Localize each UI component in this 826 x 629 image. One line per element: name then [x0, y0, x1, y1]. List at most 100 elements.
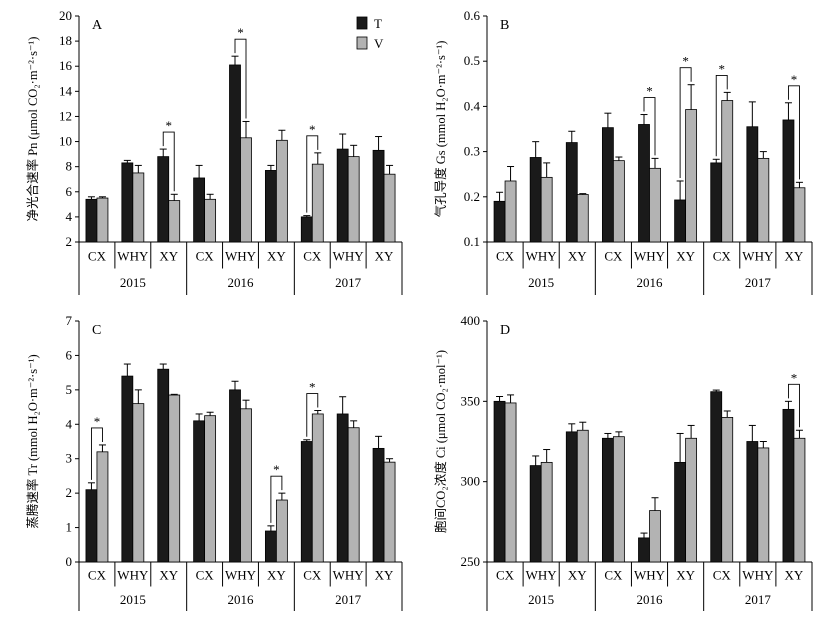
y-tick-label: 7	[66, 313, 73, 328]
bar-t	[121, 375, 134, 563]
bar-v	[649, 510, 661, 563]
bar-t	[746, 126, 759, 243]
y-axis-label: 气孔导度 Gs (mmol H₂O·m⁻²·s⁻¹)	[433, 41, 448, 218]
group-label: 2016	[637, 275, 664, 290]
panel-b: 0.1 0.2 0.3 0.4 0.5 0.6 气孔导度 Gs (mmol H₂O·m⁻²·…	[433, 8, 813, 295]
bar-v	[168, 394, 181, 563]
significance-bracket	[306, 135, 319, 213]
bar-t	[85, 198, 98, 243]
bar-t	[264, 530, 277, 563]
bar-t	[601, 127, 614, 243]
category-label: XY	[267, 567, 286, 582]
y-tick-label: 0	[66, 554, 73, 569]
significance-star: *	[273, 462, 280, 477]
bar-t	[229, 389, 241, 563]
significance-star: *	[165, 118, 172, 133]
category-label: CX	[88, 567, 107, 582]
significance-star: *	[791, 370, 798, 385]
bar-v	[793, 187, 806, 243]
y-axis-label: 蒸腾速率 Tr (mmol H₂O·m⁻²·s⁻¹)	[25, 354, 40, 528]
bar-t	[336, 413, 349, 563]
category-label: WHY	[526, 248, 558, 263]
bar-v	[649, 167, 661, 243]
category-label: WHY	[117, 248, 149, 263]
y-tick-label: 8	[66, 159, 73, 174]
bar-v	[96, 197, 109, 243]
category-label: XY	[676, 567, 695, 582]
y-tick-label: 400	[461, 313, 481, 328]
significance-bracket	[306, 393, 319, 437]
y-tick-label: 0.5	[464, 53, 480, 68]
bar-v	[240, 137, 252, 243]
bar-t	[674, 461, 687, 563]
y-tick-label: 0.3	[464, 144, 480, 159]
legend-swatch-v	[356, 36, 368, 50]
significance-star: *	[309, 380, 316, 395]
y-tick-label: 16	[59, 58, 73, 73]
category-label: CX	[713, 567, 732, 582]
bar-t	[229, 64, 241, 243]
bar-v	[721, 416, 734, 563]
panel-d: 250 300 350 400 胞间CO₂浓度 Ci (μmol CO₂·mol⁻¹) D…	[433, 313, 813, 611]
group-label: 2017	[335, 275, 362, 290]
group-label: 2015	[120, 592, 146, 607]
bar-t	[710, 391, 723, 563]
y-tick-label: 2	[66, 234, 73, 249]
bar-v	[685, 109, 698, 243]
category-label: WHY	[117, 567, 149, 582]
group-label: 2017	[745, 592, 772, 607]
category-label: XY	[568, 248, 587, 263]
y-tick-label: 350	[461, 393, 481, 408]
category-label: CX	[88, 248, 107, 263]
bar-v	[576, 429, 589, 563]
bar-v	[540, 461, 553, 563]
significance-bracket	[270, 475, 283, 523]
panel-letter: A	[92, 18, 103, 33]
bar-t	[493, 400, 506, 563]
category-label: CX	[303, 567, 322, 582]
bar-t	[493, 200, 506, 243]
category-label: CX	[303, 248, 322, 263]
significance-bracket	[90, 427, 103, 480]
category-label: CX	[196, 248, 215, 263]
bar-t	[372, 149, 385, 243]
y-tick-label: 3	[66, 451, 73, 466]
category-label: WHY	[526, 567, 558, 582]
bar-v	[347, 156, 360, 243]
significance-bracket	[787, 85, 800, 180]
bar-t	[674, 199, 687, 243]
y-tick-label: 6	[66, 347, 73, 362]
significance-bracket	[643, 97, 656, 156]
group-label: 2015	[528, 275, 554, 290]
category-label: CX	[196, 567, 215, 582]
group-label: 2015	[120, 275, 146, 290]
category-label: XY	[375, 567, 394, 582]
significance-bracket	[234, 38, 247, 119]
bar-t	[300, 441, 313, 563]
bar-v	[504, 180, 517, 243]
bar-t	[710, 162, 723, 243]
bar-v	[504, 402, 517, 563]
bar-t	[193, 420, 206, 563]
category-label: XY	[267, 248, 286, 263]
group-label: 2017	[335, 592, 362, 607]
bar-v	[383, 173, 396, 243]
legend-label-t: T	[374, 16, 382, 31]
category-label: XY	[785, 567, 804, 582]
bar-v	[275, 139, 288, 243]
bar-t	[264, 170, 277, 243]
significance-star: *	[237, 25, 244, 40]
y-tick-label: 0.6	[464, 8, 481, 23]
bar-v	[383, 461, 396, 563]
y-axis-label: 胞间CO₂浓度 Ci (μmol CO₂·mol⁻¹)	[433, 350, 448, 533]
group-label: 2015	[528, 592, 554, 607]
category-label: WHY	[634, 567, 666, 582]
panel-a: 2 4 6 8 10 12 14 16 18 20 净光合速率 Pn (μmol CO₂·m⁻²·s…	[25, 8, 403, 295]
bar-t	[85, 489, 98, 563]
bar-v	[612, 436, 625, 563]
y-tick-label: 20	[59, 8, 72, 23]
y-tick-label: 18	[59, 33, 72, 48]
group-label: 2016	[228, 275, 255, 290]
bar-t	[529, 157, 542, 243]
y-tick-label: 14	[59, 83, 73, 98]
